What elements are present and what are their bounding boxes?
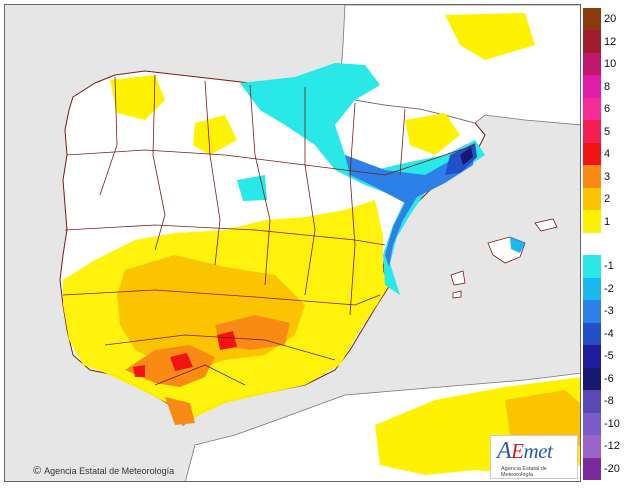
legend-swatch (583, 412, 601, 436)
map-canvas (5, 5, 580, 481)
province-boundaries (62, 74, 476, 386)
copyright-notice: © Agencia Estatal de Meteorología (33, 465, 174, 477)
legend-swatch (583, 435, 601, 459)
anomaly-minus1-west (237, 175, 267, 201)
legend-label: -1 (604, 260, 614, 273)
anomaly-plus4-b (217, 331, 237, 350)
legend-swatch (583, 120, 601, 144)
ibiza (450, 270, 466, 286)
anomaly-plus3-sw (165, 397, 195, 425)
legend-swatch (583, 345, 601, 369)
legend-swatch (583, 232, 601, 256)
legend-label: -4 (604, 327, 614, 340)
aemet-logo-subtitle: Agencia Estatal de Meteorología (501, 466, 547, 478)
legend-swatch (583, 255, 601, 279)
legend-label: 8 (604, 80, 611, 93)
aemet-wordmark: AEmet (497, 438, 553, 464)
legend-label: 10 (604, 58, 617, 71)
legend-label: 12 (604, 35, 617, 48)
legend-label: -5 (604, 350, 614, 363)
legend-label: 6 (604, 103, 611, 116)
anomaly-plus3-south (125, 345, 215, 387)
legend-swatch (583, 390, 601, 414)
legend-swatch (583, 52, 601, 76)
legend-swatch (583, 165, 601, 189)
copyright-text: Agencia Estatal de Meteorología (44, 466, 175, 476)
anomaly-plus1-north-a (110, 75, 165, 120)
legend-label: 20 (604, 13, 617, 26)
legend-label: 4 (604, 148, 611, 161)
legend-label: 2 (604, 193, 611, 206)
legend-label: 3 (604, 170, 611, 183)
anomaly-plus4-c (133, 365, 145, 377)
anomaly-plus1-france (445, 13, 535, 60)
legend-label: -10 (604, 417, 620, 430)
anomaly-map (4, 4, 581, 482)
legend-swatch (583, 97, 601, 121)
legend-swatch (583, 8, 601, 31)
legend-swatch (583, 367, 601, 391)
legend-label: 5 (604, 125, 611, 138)
legend-swatch (583, 75, 601, 99)
legend-swatch (583, 300, 601, 324)
legend-label: -6 (604, 372, 614, 385)
anomaly-minus6-coast (460, 147, 473, 165)
legend-swatch (583, 322, 601, 346)
anomaly-plus1-east (405, 113, 460, 155)
aemet-logo: AEmet Agencia Estatal de Meteorología (490, 435, 578, 479)
formentera (452, 290, 462, 299)
legend-swatch (583, 457, 601, 481)
legend-label: 1 (604, 215, 611, 228)
legend-swatch (583, 210, 601, 234)
anomaly-minus2-coast (345, 145, 475, 267)
color-legend: 20 12 10 8 6 5 4 3 2 1 -1 -2 -3 -4 -5 -6 -8 -10 -12 -20 (582, 8, 630, 481)
copyright-icon: © (33, 465, 42, 477)
legend-label: -20 (604, 462, 620, 475)
anomaly-minus2-mallorca (510, 237, 525, 253)
legend-label: -2 (604, 282, 614, 295)
legend-swatch (583, 187, 601, 211)
legend-label: -3 (604, 305, 614, 318)
legend-swatch (583, 142, 601, 166)
anomaly-plus4-a (170, 353, 193, 371)
menorca (534, 218, 558, 232)
legend-label: -8 (604, 395, 614, 408)
legend-swatch (583, 30, 601, 54)
anomaly-plus1-north-b (193, 115, 237, 155)
legend-label: -12 (604, 440, 620, 453)
legend-swatch (583, 277, 601, 301)
